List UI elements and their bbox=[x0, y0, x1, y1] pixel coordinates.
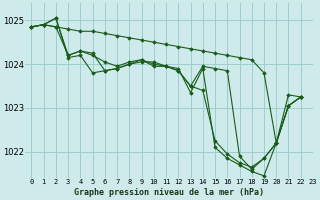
X-axis label: Graphe pression niveau de la mer (hPa): Graphe pression niveau de la mer (hPa) bbox=[74, 188, 264, 197]
